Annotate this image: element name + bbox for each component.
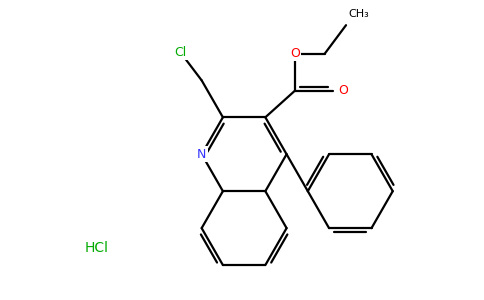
Text: CH₃: CH₃ — [348, 9, 369, 19]
Text: HCl: HCl — [85, 241, 109, 255]
Text: Cl: Cl — [174, 46, 186, 59]
Text: O: O — [338, 84, 348, 97]
Text: N: N — [197, 148, 206, 161]
Text: O: O — [290, 47, 300, 60]
